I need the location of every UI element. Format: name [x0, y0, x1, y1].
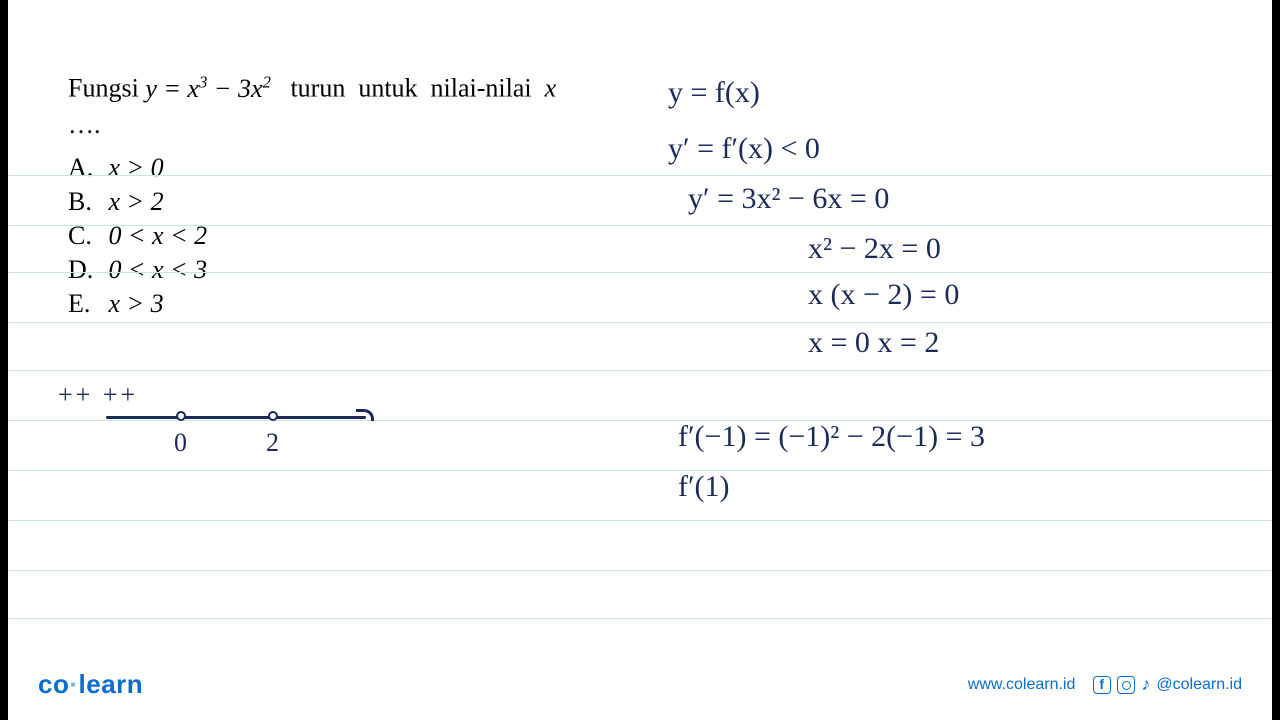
handwriting-line: y = f(x)	[668, 76, 760, 110]
footer-links: www.colearn.id ♪ @colearn.id	[968, 674, 1242, 695]
option-e: E. x > 3	[68, 287, 1212, 321]
handwriting-line: x = 0 x = 2	[808, 326, 939, 360]
number-line-signs: ++ ++	[58, 380, 138, 410]
handwriting-line: f′(1)	[678, 470, 730, 504]
handwriting-line: f′(−1) = (−1)² − 2(−1) = 3	[678, 420, 985, 454]
handwriting-line: x² − 2x = 0	[808, 232, 941, 266]
option-label: E.	[68, 287, 102, 321]
number-line-label: 0	[174, 428, 187, 458]
option-label: D.	[68, 253, 102, 287]
number-line-label: 2	[266, 428, 279, 458]
instagram-icon[interactable]	[1117, 676, 1135, 694]
social-group: ♪ @colearn.id	[1093, 674, 1242, 695]
question-suffix: turun untuk nilai-nilai x	[277, 74, 556, 103]
rule-line	[8, 570, 1272, 571]
option-value: x > 3	[109, 289, 164, 318]
tiktok-icon[interactable]: ♪	[1141, 674, 1150, 695]
option-d: D. 0 < x < 3	[68, 253, 1212, 287]
rule-line	[8, 470, 1272, 471]
question-equation: y = x3 − 3x2	[145, 74, 271, 103]
rule-line	[8, 520, 1272, 521]
option-value: x > 2	[109, 187, 164, 216]
footer: co·learn www.colearn.id ♪ @colearn.id	[8, 669, 1272, 700]
number-line-point-2	[268, 411, 278, 421]
handwriting-line: x (x − 2) = 0	[808, 278, 959, 312]
option-label: A.	[68, 151, 102, 185]
facebook-icon[interactable]	[1093, 676, 1111, 694]
number-line-arrow	[356, 409, 374, 421]
number-line-point-0	[176, 411, 186, 421]
rule-line	[8, 322, 1272, 323]
rule-line	[8, 225, 1272, 226]
option-value: 0 < x < 3	[109, 255, 208, 284]
option-b: B. x > 2	[68, 185, 1212, 219]
page-content: Fungsi y = x3 − 3x2 turun untuk nilai-ni…	[8, 0, 1272, 720]
brand-text-a: co	[38, 669, 69, 699]
rule-line	[8, 618, 1272, 619]
option-label: B.	[68, 185, 102, 219]
question-dots: ….	[68, 107, 1212, 143]
handwriting-line: y′ = f′(x) < 0	[668, 132, 820, 166]
footer-url[interactable]: www.colearn.id	[968, 676, 1076, 694]
rule-line	[8, 175, 1272, 176]
question-text: Fungsi y = x3 − 3x2 turun untuk nilai-ni…	[68, 70, 1212, 143]
number-line-axis	[106, 416, 366, 419]
handwriting-line: y′ = 3x² − 6x = 0	[688, 182, 889, 216]
brand-logo: co·learn	[38, 669, 143, 700]
option-value: x > 0	[109, 153, 164, 182]
option-a: A. x > 0	[68, 151, 1212, 185]
options-list: A. x > 0 B. x > 2 C. 0 < x < 2 D. 0 < x …	[68, 151, 1212, 320]
rule-line	[8, 370, 1272, 371]
social-handle[interactable]: @colearn.id	[1156, 676, 1242, 694]
brand-text-b: learn	[79, 669, 144, 699]
question-prefix: Fungsi	[68, 74, 145, 103]
number-line: ++ ++ 0 2	[58, 380, 378, 460]
rule-line	[8, 272, 1272, 273]
